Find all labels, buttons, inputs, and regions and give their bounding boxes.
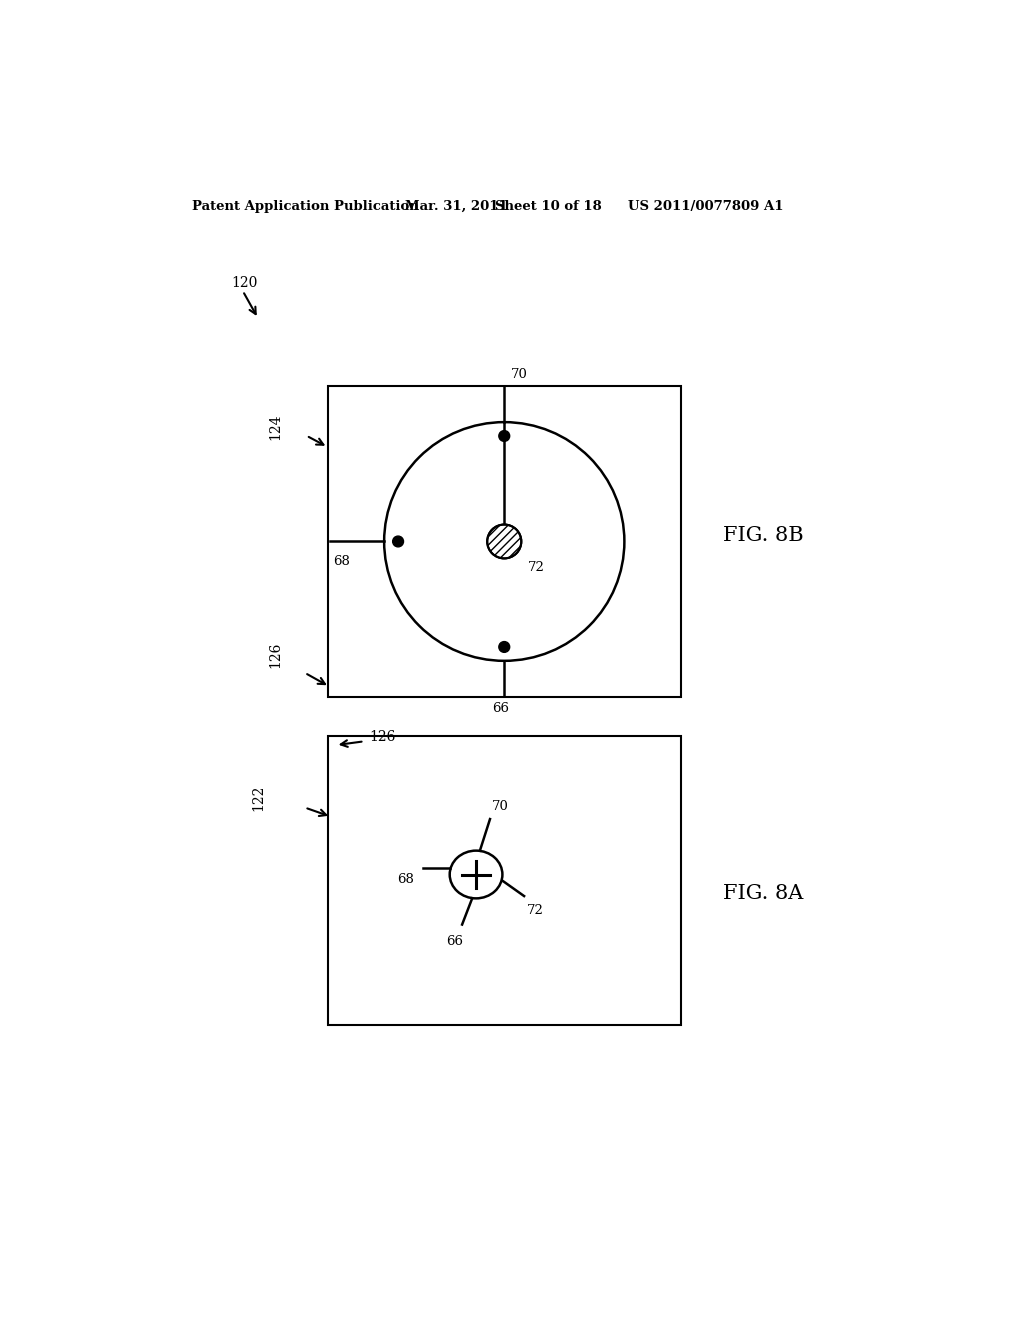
Text: Sheet 10 of 18: Sheet 10 of 18 — [495, 199, 601, 213]
Text: 72: 72 — [526, 904, 544, 917]
Text: 126: 126 — [370, 730, 396, 744]
Text: FIG. 8A: FIG. 8A — [723, 884, 804, 903]
Text: 68: 68 — [334, 556, 350, 569]
Bar — [328, 737, 681, 1024]
Ellipse shape — [450, 850, 503, 899]
Text: 70: 70 — [492, 800, 509, 813]
Circle shape — [499, 642, 510, 652]
Text: 66: 66 — [446, 935, 464, 948]
Circle shape — [384, 422, 625, 661]
Text: 120: 120 — [231, 276, 257, 290]
Bar — [328, 385, 681, 697]
Text: US 2011/0077809 A1: US 2011/0077809 A1 — [628, 199, 783, 213]
Text: FIG. 8B: FIG. 8B — [723, 527, 804, 545]
Text: Patent Application Publication: Patent Application Publication — [191, 199, 418, 213]
Text: 122: 122 — [251, 784, 265, 810]
Text: 126: 126 — [268, 642, 283, 668]
Text: 72: 72 — [527, 561, 545, 574]
Text: 66: 66 — [492, 702, 509, 715]
Text: Mar. 31, 2011: Mar. 31, 2011 — [406, 199, 508, 213]
Circle shape — [392, 536, 403, 546]
Text: 68: 68 — [397, 873, 414, 886]
Text: 70: 70 — [510, 368, 527, 381]
Circle shape — [487, 524, 521, 558]
Circle shape — [499, 430, 510, 441]
Text: 124: 124 — [268, 413, 283, 440]
